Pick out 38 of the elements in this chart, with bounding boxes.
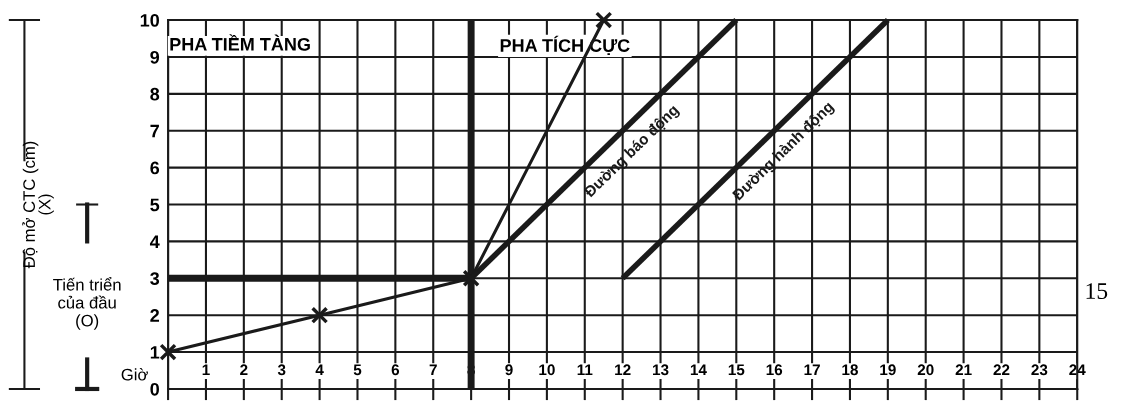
x-tick-label: 1 (202, 364, 210, 376)
y-tick-label: 10 (140, 13, 159, 27)
x-tick-label: 14 (690, 364, 707, 376)
y-tick-label: 0 (150, 382, 159, 396)
y-tick-label: 3 (150, 272, 160, 286)
x-tick-label: 11 (577, 364, 593, 376)
text: Giờ (121, 368, 148, 381)
text: Tiến triển của đầu (O) (53, 277, 121, 330)
x-tick-label: 9 (505, 364, 513, 376)
x-tick-label: 2 (240, 364, 248, 376)
y-tick-label: 2 (150, 309, 160, 322)
y-tick-label: 5 (150, 198, 160, 212)
x-tick-label: 7 (429, 364, 437, 376)
x-tick-label: 21 (955, 364, 972, 376)
x-tick-label: 19 (880, 364, 896, 376)
y-tick-label: 9 (150, 50, 160, 64)
x-tick-label: 18 (842, 364, 858, 376)
x-tick-label: 22 (993, 364, 1010, 376)
y-tick-label: 4 (149, 235, 160, 248)
y-tick-label: 8 (150, 87, 160, 101)
text: Độ mở CTC (cm) (X) (22, 141, 54, 269)
x-tick-label: 20 (917, 364, 934, 376)
annotation: PHA TIỀM TÀNG (170, 34, 310, 51)
x-tick-label: 15 (728, 364, 745, 376)
x-tick-label: 5 (353, 364, 362, 376)
x-tick-label: 4 (315, 364, 324, 376)
x-tick-label: 3 (277, 364, 286, 376)
x-tick-label: 23 (1031, 364, 1048, 376)
y-tick-label: 7 (150, 124, 159, 138)
y-tick-label: 6 (150, 161, 160, 175)
x-tick-label: 16 (766, 364, 783, 376)
y-tick-label: 1 (150, 346, 160, 359)
x-tick-label: 6 (391, 364, 400, 376)
x-tick-label: 12 (615, 364, 631, 376)
text: 15 (1086, 283, 1108, 299)
x-tick-label: 17 (804, 364, 820, 376)
x-tick-label: 10 (539, 364, 555, 376)
x-tick-label: 13 (653, 364, 669, 376)
